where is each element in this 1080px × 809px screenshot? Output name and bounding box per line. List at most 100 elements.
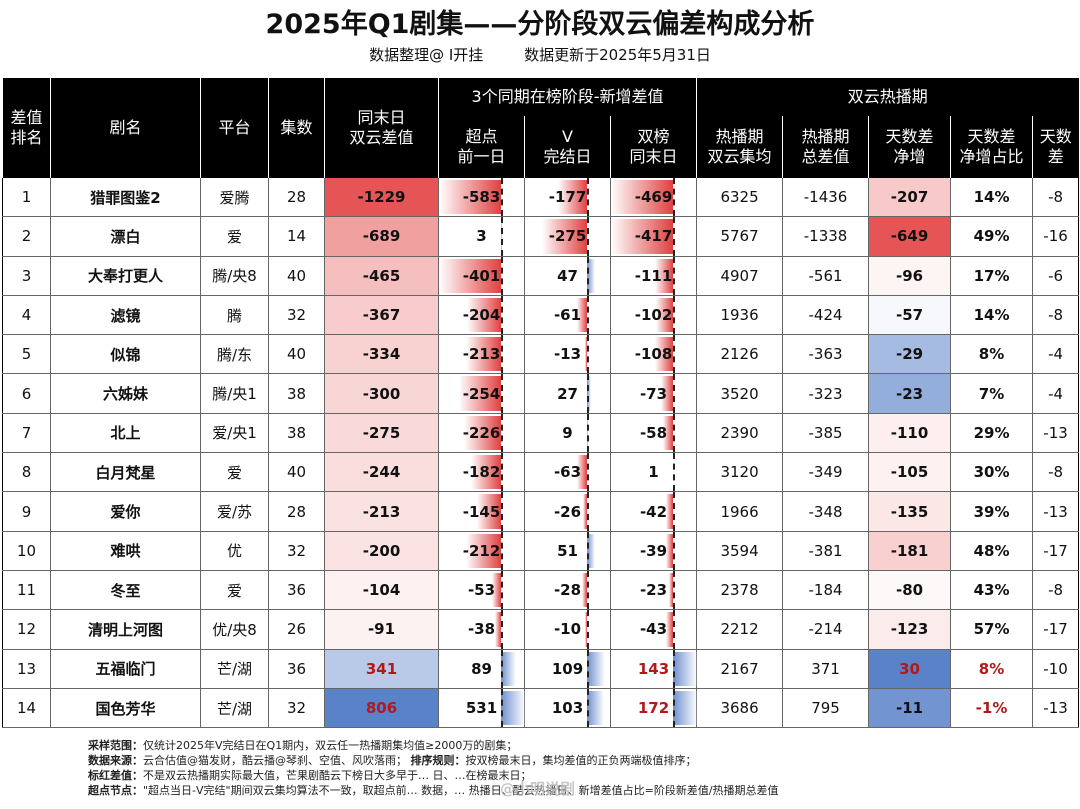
rank-cell: 13 — [2, 649, 51, 689]
days-gap-cell: -4 — [1032, 334, 1080, 375]
super-day-cell: -204 — [438, 295, 525, 336]
gap-bar — [586, 376, 592, 411]
gap-bar — [470, 455, 501, 490]
gap-bar — [654, 258, 673, 293]
table-row: 12 清明上河图 优/央8 26 -91 -38 -10 -43 2212 -214 -123 57%… — [2, 609, 1080, 650]
rank-cell: 11 — [2, 570, 51, 611]
days-ratio-cell: 57% — [950, 609, 1033, 650]
v-end-cell: -26 — [524, 491, 611, 532]
v-end-cell: 103 — [524, 688, 611, 729]
days-net-cell: -57 — [868, 295, 951, 336]
days-gap-cell: -16 — [1032, 216, 1080, 257]
platform-cell: 爱/苏 — [200, 491, 269, 532]
gap-value: 47 — [557, 266, 578, 285]
gap-bar — [492, 572, 501, 608]
hot-avg-cell: 2378 — [696, 570, 783, 611]
platform-cell: 腾/央1 — [200, 373, 269, 414]
gap-value: -417 — [634, 227, 673, 246]
dual-end-cell: -43 — [609, 609, 697, 650]
footer-line: 标红差值：不是双云热播期实际最大值，芒果剧酷云下榜日大多早于… 日、…在榜最末日… — [88, 769, 532, 782]
header-days-ratio: 天数差 净增占比 — [950, 116, 1033, 178]
header-group-hot: 双云热播期 — [696, 78, 1079, 116]
header-days-net: 天数差 净增 — [868, 116, 951, 178]
hot-total-cell: -214 — [782, 609, 869, 650]
gap-value: -226 — [462, 423, 501, 442]
header-days-gap: 天数 差 — [1032, 116, 1079, 178]
rank-cell: 10 — [2, 531, 51, 571]
gap-value: -212 — [462, 541, 501, 560]
table-row: 3 大奉打更人 腾/央8 40 -465 -401 47 -111 4907 -561 -96 17%… — [2, 256, 1080, 296]
table-row: 11 冬至爱 36 -104 -53 -28 -23 2378 -184 -80 43% -8 — [2, 570, 1080, 611]
gap-value: -111 — [634, 266, 673, 285]
days-gap-cell: -8 — [1032, 452, 1080, 493]
name-cell: 五福临门 — [50, 649, 201, 689]
zero-line — [500, 217, 503, 256]
episodes-cell: 28 — [268, 178, 325, 218]
table-row: 2 漂白爱 14 -689 3 -275 -417 5767 -1338 -649 49% -16 — [2, 216, 1080, 257]
gap-value: 143 — [637, 659, 670, 678]
days-gap-cell: -8 — [1032, 178, 1080, 218]
dual-end-cell: -108 — [609, 334, 697, 375]
days-ratio-cell: -1% — [950, 688, 1033, 729]
gap-bar — [585, 612, 587, 647]
gap-bar — [576, 297, 587, 333]
gap-bar — [467, 297, 501, 333]
super-day-cell: -583 — [438, 178, 525, 218]
super-day-cell: -212 — [438, 531, 525, 571]
gap-value: -38 — [467, 620, 496, 639]
gap-bar — [500, 690, 525, 726]
same-day-gap-cell: -465 — [324, 256, 439, 296]
rank-cell: 4 — [2, 295, 51, 336]
v-end-cell: -13 — [524, 334, 611, 375]
v-end-cell: -63 — [524, 452, 611, 493]
gap-value: -53 — [467, 581, 496, 600]
gap-value: 531 — [465, 699, 498, 717]
hot-total-cell: -323 — [782, 373, 869, 414]
hot-total-cell: -1436 — [782, 178, 869, 218]
gap-value: 1 — [648, 463, 659, 482]
gap-bar — [672, 651, 697, 686]
rank-cell: 12 — [2, 609, 51, 650]
platform-cell: 腾/央8 — [200, 256, 269, 296]
zero-line — [672, 217, 675, 256]
zero-line — [672, 295, 675, 335]
days-net-cell: -29 — [868, 334, 951, 375]
days-net-cell: -23 — [868, 373, 951, 414]
v-end-cell: 109 — [524, 649, 611, 689]
name-cell: 国色芳华 — [50, 688, 201, 729]
gap-bar — [439, 180, 501, 215]
same-day-gap-cell: -104 — [324, 570, 439, 611]
days-gap-cell: -13 — [1032, 491, 1080, 532]
gap-bar — [582, 494, 587, 529]
same-day-gap-cell: -367 — [324, 295, 439, 336]
zero-line — [586, 413, 589, 453]
gap-bar — [665, 612, 673, 647]
zero-line — [586, 256, 589, 295]
gap-bar — [656, 297, 673, 333]
zero-line — [500, 178, 503, 217]
zero-line — [672, 413, 675, 453]
gap-value: 51 — [557, 541, 578, 560]
days-gap-cell: -8 — [1032, 570, 1080, 611]
gap-bar — [666, 533, 673, 568]
gap-bar — [458, 376, 501, 411]
table-row: 9 爱你 爱/苏 28 -213 -145 -26 -42 1966 -348 -135 39% -13 — [2, 491, 1080, 532]
super-day-cell: -38 — [438, 609, 525, 650]
gap-bar — [476, 494, 501, 529]
gap-bar — [465, 337, 501, 372]
gap-bar — [660, 376, 673, 411]
name-cell: 北上 — [50, 413, 201, 454]
zero-line — [672, 531, 675, 570]
days-ratio-cell: 17% — [950, 256, 1033, 296]
super-day-cell: 89 — [438, 649, 525, 689]
same-day-gap-cell: -213 — [324, 491, 439, 532]
dual-end-cell: -417 — [609, 216, 697, 257]
zero-line — [500, 688, 503, 728]
same-day-gap-cell: -1229 — [324, 178, 439, 218]
table-row: 8 白月梵星爱 40 -244 -182 -63 1 3120 -349 -105 30% -8 — [2, 452, 1080, 493]
zero-line — [500, 649, 503, 688]
zero-line — [500, 492, 503, 531]
super-day-cell: -254 — [438, 373, 525, 414]
days-ratio-cell: 7% — [950, 373, 1033, 414]
zero-line — [500, 335, 503, 374]
